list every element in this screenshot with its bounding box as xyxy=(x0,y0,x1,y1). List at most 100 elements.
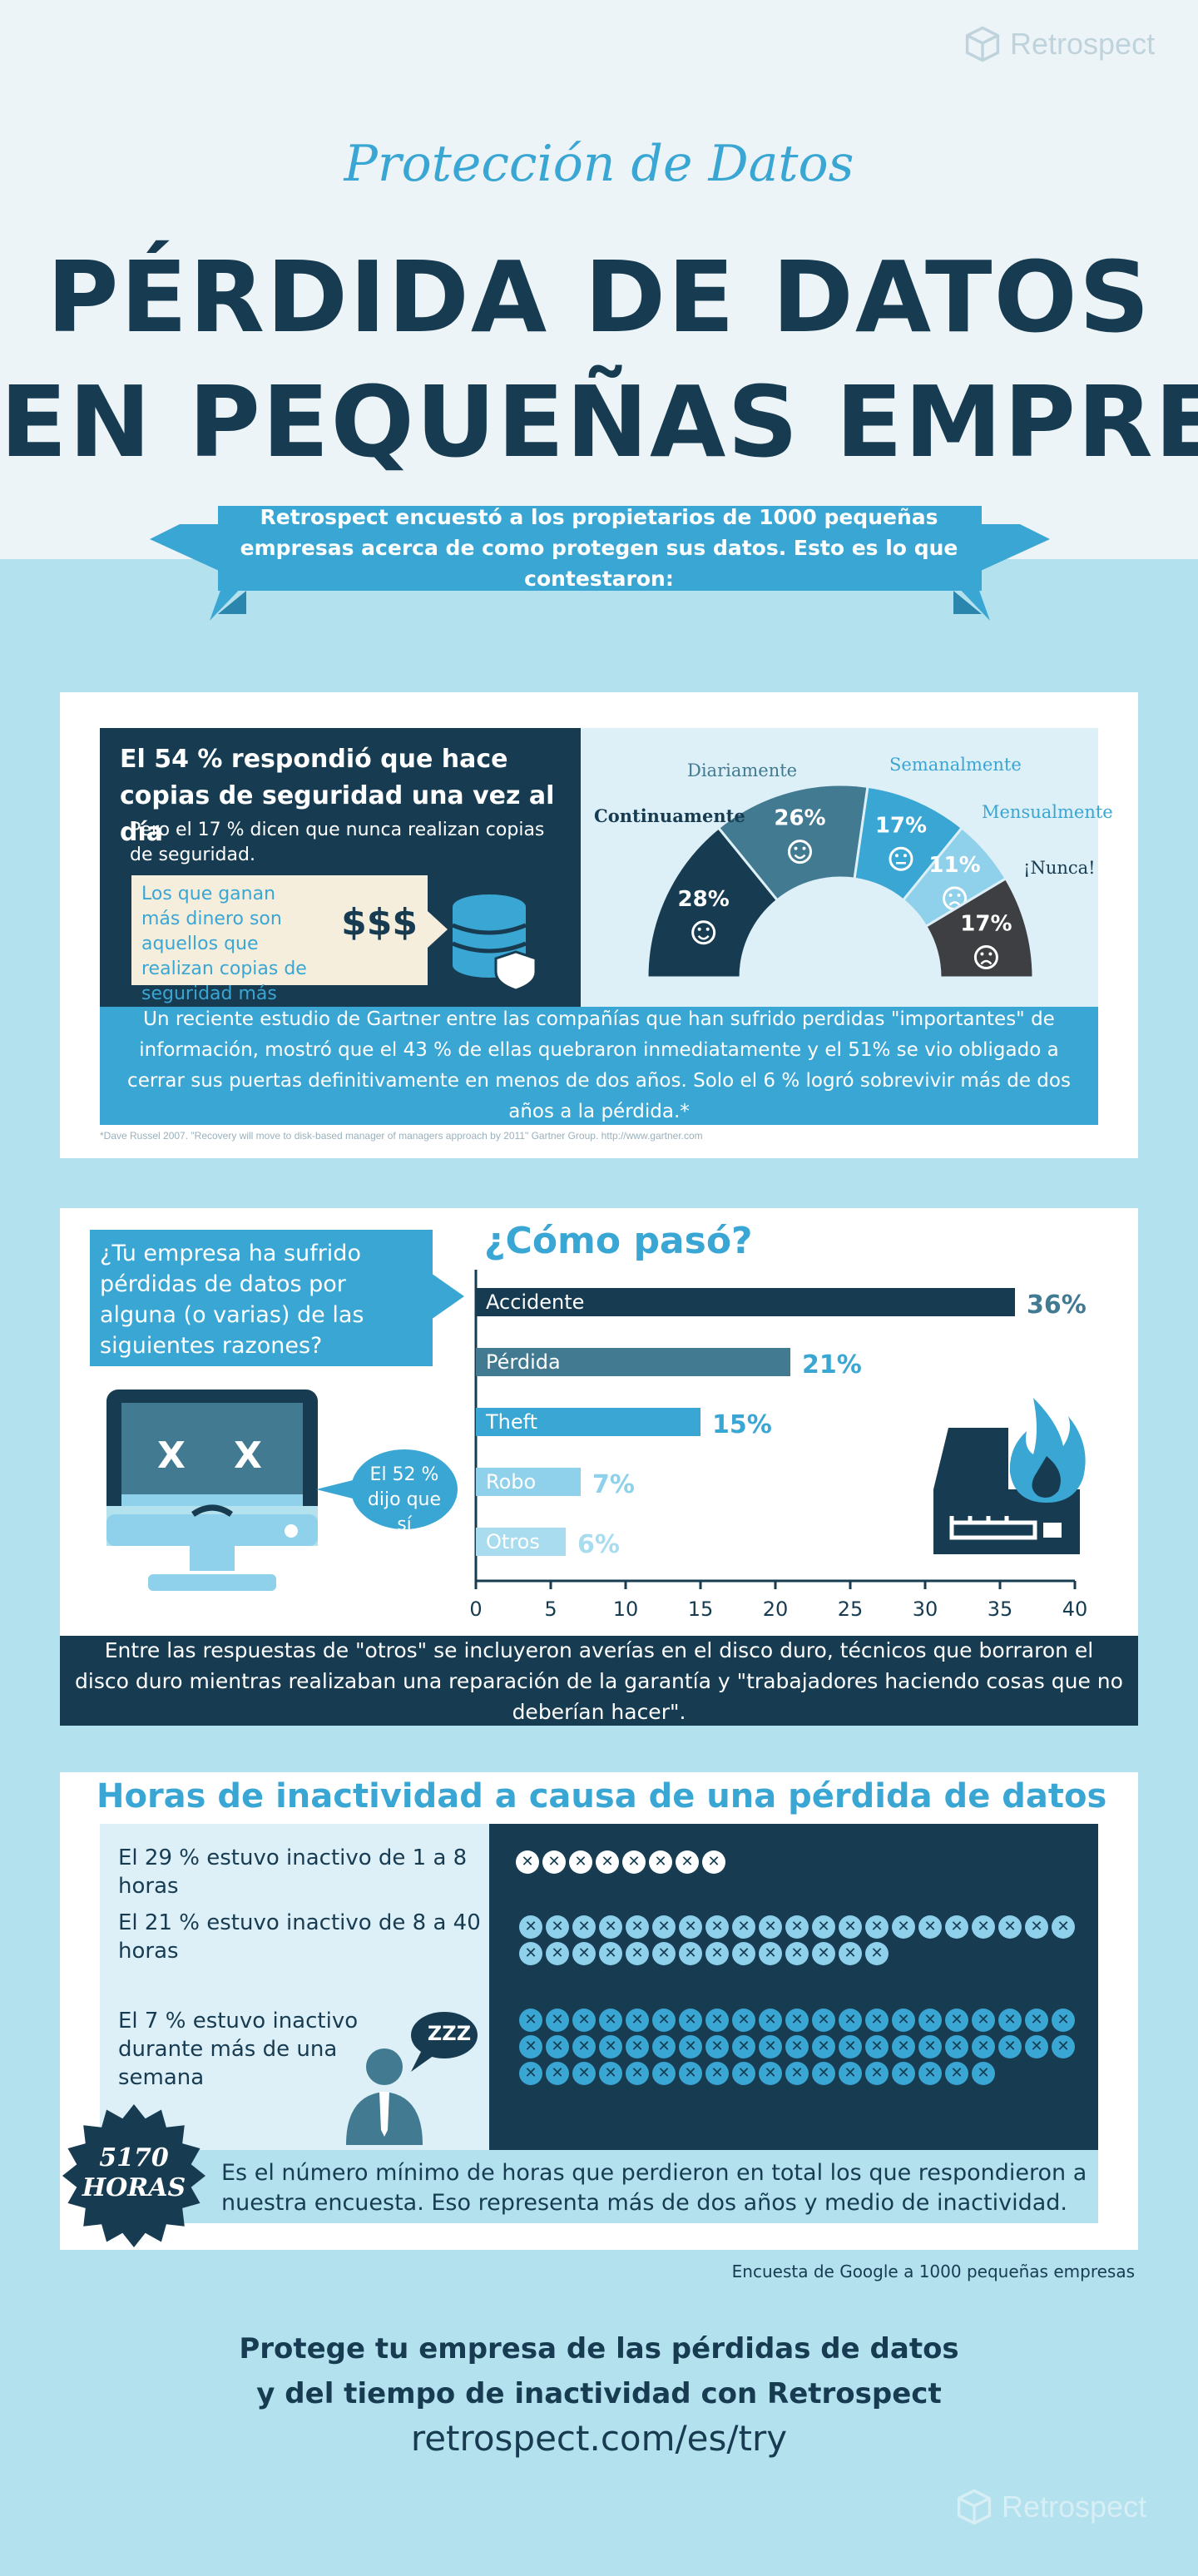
bar-category-label: Pérdida xyxy=(486,1350,561,1374)
xmark-icon: ✕ xyxy=(599,2035,622,2058)
xmark-icon: ✕ xyxy=(599,2009,622,2032)
sleeping-person-icon xyxy=(346,2012,478,2145)
downtime-row-2: El 21 % estuvo inactivo de 8 a 40 horas xyxy=(118,1910,481,1964)
xmark-icon: ✕ xyxy=(572,2035,596,2058)
question-pointer xyxy=(431,1273,464,1320)
face-icon-2 xyxy=(889,846,913,871)
never-backup-note: Pero el 17 % dicen que nunca realizan co… xyxy=(130,820,545,865)
xmark-icon: ✕ xyxy=(865,1942,889,1965)
xmark-grid-1-8h: ✕ ✕ ✕ ✕ ✕ ✕ ✕ ✕ xyxy=(516,1850,1082,1874)
downtime-row-3: El 7 % estuvo inactivo durante más de un… xyxy=(118,2009,359,2090)
xmark-icon: ✕ xyxy=(785,1915,809,1939)
xmark-icon: ✕ xyxy=(998,1915,1022,1939)
dollar-icon: $$$ xyxy=(341,901,418,944)
hours-badge-number: 5170 xyxy=(99,2143,169,2172)
bar-1 xyxy=(476,1348,790,1376)
gauge-slice-4 xyxy=(923,876,1035,979)
xmark-icon: ✕ xyxy=(652,2009,676,2032)
gauge-value-4: 17% xyxy=(960,912,1012,937)
xmark-icon: ✕ xyxy=(972,2062,995,2085)
xmark-icon: ✕ xyxy=(572,1942,596,1965)
retrospect-logo: Retrospect xyxy=(963,25,1155,63)
xmark-icon: ✕ xyxy=(679,1942,702,1965)
bar-category-label: Theft xyxy=(485,1410,537,1434)
xmark-icon: ✕ xyxy=(998,2009,1022,2032)
gartner-footnote: *Dave Russel 2007. "Recovery will move t… xyxy=(100,1130,703,1142)
xmark-icon: ✕ xyxy=(759,2062,782,2085)
downtime-row-1: El 29 % estuvo inactivo de 1 a 8 horas xyxy=(118,1845,468,1899)
label-semanalmente: Semanalmente xyxy=(889,755,1022,775)
xmark-icon: ✕ xyxy=(759,2035,782,2058)
ribbon-text: Retrospect encuestó a los propietarios d… xyxy=(240,504,958,591)
xmark-icon: ✕ xyxy=(649,1850,672,1874)
xmark-icon: ✕ xyxy=(626,1942,649,1965)
x-tick-label: 20 xyxy=(763,1598,789,1621)
cta-url-link[interactable]: retrospect.com/es/try xyxy=(410,2418,788,2459)
xmark-icon: ✕ xyxy=(812,1915,835,1939)
xmark-icon: ✕ xyxy=(918,2009,942,2032)
xmark-icon: ✕ xyxy=(679,1915,702,1939)
xmark-icon: ✕ xyxy=(892,2009,915,2032)
yes-bubble: El 52 % dijo que sí xyxy=(351,1449,458,1535)
xmark-icon: ✕ xyxy=(785,2009,809,2032)
xmark-icon: ✕ xyxy=(622,1850,646,1874)
x-tick-label: 25 xyxy=(838,1598,864,1621)
xmark-icon: ✕ xyxy=(546,1942,569,1965)
xmark-icon: ✕ xyxy=(918,1915,942,1939)
xmark-icon: ✕ xyxy=(918,2062,942,2085)
xmark-icon: ✕ xyxy=(626,1915,649,1939)
label-mensualmente: Mensualmente xyxy=(982,802,1113,822)
bar-category-label: Robo xyxy=(486,1470,536,1494)
xmark-icon: ✕ xyxy=(652,1915,676,1939)
xmark-icon: ✕ xyxy=(892,2035,915,2058)
money-note-box: Los que ganan más dinero son aquellos qu… xyxy=(131,875,428,1029)
survey-source: Encuesta de Google a 1000 pequeñas empre… xyxy=(731,2261,1135,2281)
xmark-icon: ✕ xyxy=(596,1850,619,1874)
causes-bar-chart: 0 5 10 15 20 25 30 35 40 Accidente 36% Pérdida 21% Th… xyxy=(469,1270,1088,1621)
xmark-icon: ✕ xyxy=(599,1942,622,1965)
svg-text:X: X xyxy=(157,1434,186,1477)
downtime-icons-panel xyxy=(489,1824,1098,2152)
xmark-icon: ✕ xyxy=(972,2009,995,2032)
xmark-icon: ✕ xyxy=(519,2062,542,2085)
others-note: Entre las respuestas de "otros" se inclu… xyxy=(60,1636,1138,1726)
gauge-value-0: 28% xyxy=(678,887,730,912)
xmark-icon: ✕ xyxy=(572,2062,596,2085)
gauge-value-2: 17% xyxy=(875,813,927,838)
page-title: PÉRDIDA DE DATOS EN PEQUEÑAS EMPRE xyxy=(0,235,1198,484)
x-tick-label: 40 xyxy=(1062,1598,1088,1621)
xmark-icon: ✕ xyxy=(839,1915,862,1939)
xmark-icon: ✕ xyxy=(599,1915,622,1939)
xmark-icon: ✕ xyxy=(626,2035,649,2058)
zzz-text: ZZZ xyxy=(427,2022,472,2045)
xmark-icon: ✕ xyxy=(972,1915,995,1939)
xmark-icon: ✕ xyxy=(1052,1915,1075,1939)
xmark-icon: ✕ xyxy=(945,1915,968,1939)
hours-badge-unit: HORAS xyxy=(82,2173,186,2202)
logo-text-bottom: Retrospect xyxy=(1002,2489,1147,2524)
xmark-icon: ✕ xyxy=(732,2009,755,2032)
xmark-icon: ✕ xyxy=(1025,2035,1048,2058)
xmark-icon: ✕ xyxy=(865,2009,889,2032)
ribbon-banner xyxy=(150,506,1050,621)
bar-value-label: 7% xyxy=(592,1470,635,1499)
face-icon-0 xyxy=(691,920,716,945)
x-tick-label: 15 xyxy=(688,1598,714,1621)
hours-badge-starburst xyxy=(62,2104,205,2247)
cube-icon xyxy=(965,26,1000,62)
xmark-icon: ✕ xyxy=(1052,2009,1075,2032)
backup-headline: El 54 % respondió que hace copias de seg… xyxy=(120,745,555,847)
bar-0 xyxy=(476,1288,1015,1316)
xmark-icon: ✕ xyxy=(759,2009,782,2032)
question-bubble: ¿Tu empresa ha sufrido pérdidas de datos… xyxy=(90,1230,433,1366)
bar-value-label: 21% xyxy=(802,1350,862,1380)
xmark-icon: ✕ xyxy=(546,1915,569,1939)
gartner-study: Un reciente estudio de Gartner entre las… xyxy=(100,1007,1098,1125)
label-nunca: ¡Nunca! xyxy=(1023,858,1096,878)
gauge-slice-0 xyxy=(646,825,780,979)
xmark-icon: ✕ xyxy=(702,1850,725,1874)
xmark-icon: ✕ xyxy=(945,2062,968,2085)
xmark-icon: ✕ xyxy=(732,1915,755,1939)
xmark-icon: ✕ xyxy=(626,2009,649,2032)
xmark-icon: ✕ xyxy=(705,1942,729,1965)
